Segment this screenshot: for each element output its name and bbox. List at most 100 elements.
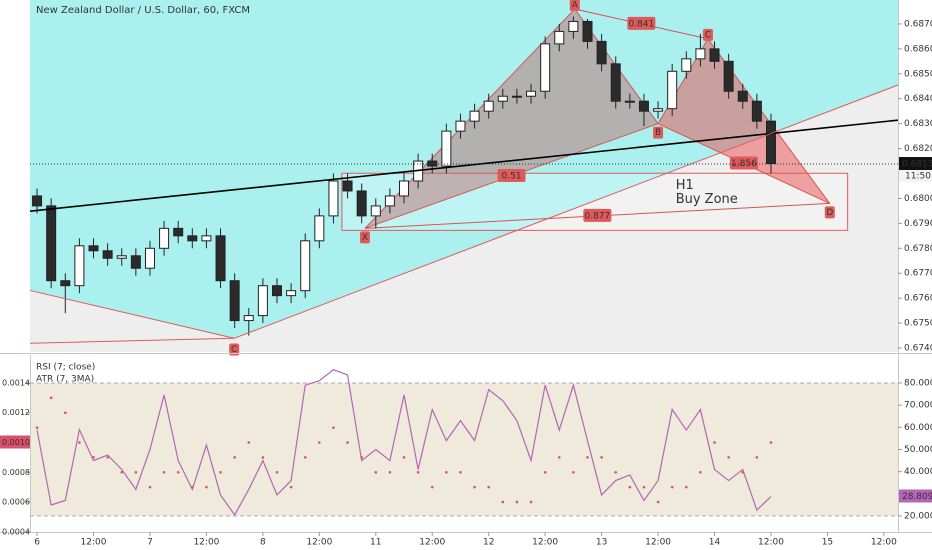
candle-body — [653, 108, 664, 112]
rsi-last-box — [899, 489, 932, 503]
y-tick-label: 0.67700 — [904, 269, 932, 279]
candle-body — [159, 227, 170, 249]
candle-body — [483, 100, 494, 112]
candle-body — [342, 180, 353, 192]
candle-body — [511, 95, 522, 98]
y-tick-label: 0.67400 — [904, 344, 932, 354]
atr-dot — [332, 426, 335, 429]
atr-dot — [205, 485, 208, 489]
atr-dot — [445, 470, 448, 474]
atr-dot — [600, 456, 603, 459]
x-tick-label: 12:00 — [306, 538, 332, 548]
atr-tick-label: 0.0004 — [2, 527, 30, 536]
candle-body — [554, 30, 565, 45]
rsi-tick-label: 70.0000 — [904, 401, 932, 411]
atr-dot — [176, 470, 180, 474]
rsi-line — [36, 368, 772, 517]
x-tick-label: 12 — [483, 538, 494, 548]
candle-body — [116, 255, 127, 259]
atr-dot — [35, 426, 39, 429]
candle-body — [751, 100, 762, 122]
candle-body — [215, 235, 226, 282]
x-tick-label: 12:00 — [871, 538, 897, 548]
atr-dot — [684, 485, 688, 489]
rsi-tick-label: 60.0000 — [904, 423, 932, 433]
x-tick-label: 12:00 — [532, 538, 558, 548]
atr-dot — [572, 470, 575, 474]
atr-tick-label: 0.0012 — [2, 408, 30, 417]
candle-body — [286, 290, 297, 297]
x-tick-label: 14 — [709, 538, 721, 548]
point-label: X — [362, 233, 368, 243]
trendline — [29, 289, 235, 339]
point-box — [569, 0, 580, 11]
rsi-tick-label: 20.0000 — [904, 512, 932, 522]
x-tick-label: 12:00 — [758, 538, 784, 548]
atr-dot — [430, 485, 434, 489]
candle-body — [257, 285, 268, 317]
atr-dot — [501, 500, 505, 504]
atr-dot — [374, 470, 378, 474]
candle-body — [737, 90, 748, 102]
atr-dot — [614, 470, 618, 474]
candle-body — [695, 48, 706, 60]
atr-dot — [92, 456, 95, 459]
x-tick-label: 12:00 — [193, 538, 219, 548]
x-tick-label: 8 — [260, 538, 266, 548]
x-tick-label: 7 — [147, 538, 153, 548]
rsi-band — [31, 382, 898, 517]
candle-body — [314, 215, 325, 242]
y-tick-label: 0.67900 — [904, 219, 932, 229]
atr-dot — [289, 485, 293, 489]
x-tick-label: 13 — [596, 538, 607, 548]
trendline — [29, 337, 235, 344]
atr-dot — [106, 456, 109, 459]
candle-body — [568, 20, 579, 32]
atr-last-box — [0, 435, 30, 449]
atr-tick-label: 0.0014 — [2, 378, 30, 387]
candle-body — [229, 280, 240, 322]
point-box — [229, 343, 240, 356]
candle-body — [384, 195, 395, 207]
atr-dot — [261, 456, 265, 459]
candle-body — [723, 60, 734, 92]
last-price-box — [899, 157, 932, 171]
indicator-layer — [30, 368, 898, 517]
candle-body — [469, 110, 480, 122]
atr-dot — [769, 441, 773, 444]
point-label: C — [705, 30, 711, 40]
atr-dot — [360, 456, 363, 459]
atr-dot — [642, 485, 646, 489]
candle-body — [102, 250, 113, 259]
atr-dot — [670, 485, 674, 489]
candle-body — [399, 180, 410, 197]
candle-body — [441, 130, 452, 167]
candle-body — [370, 205, 381, 217]
y-tick-label: 0.68300 — [904, 119, 932, 129]
atr-dot — [63, 411, 67, 415]
y-tick-label: 0.68400 — [904, 94, 932, 104]
x-tick-label: 6 — [34, 538, 40, 548]
candle-body — [88, 245, 99, 252]
x-tick-label: 12:00 — [81, 538, 107, 548]
atr-dot — [529, 500, 533, 504]
candle-body — [271, 285, 282, 297]
point-box — [359, 231, 370, 244]
candle-body — [173, 227, 184, 237]
rsi-legend: RSI (7; close) — [36, 363, 95, 373]
atr-dot — [402, 456, 406, 459]
atr-dot — [473, 485, 476, 489]
atr-dot — [416, 470, 420, 474]
rsi-tick-label: 80.0000 — [904, 378, 932, 388]
candle-body — [765, 120, 776, 165]
candle-body — [328, 180, 339, 217]
point-label: C — [231, 345, 237, 355]
candle-body — [201, 235, 212, 242]
candle-body — [709, 48, 720, 62]
point-label: A — [572, 0, 579, 10]
atr-dot — [586, 456, 589, 459]
atr-dot — [388, 470, 392, 474]
atr-dot — [515, 500, 519, 504]
atr-dot — [233, 456, 236, 459]
